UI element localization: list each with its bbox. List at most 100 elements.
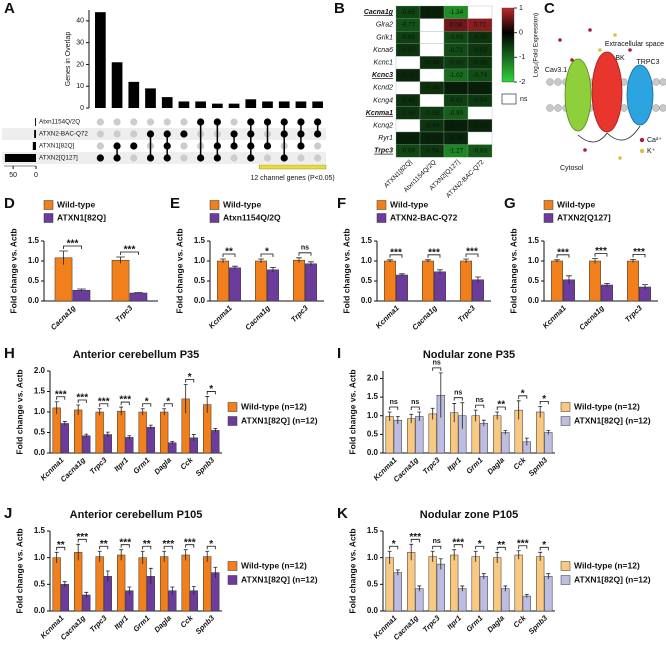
empty-dot bbox=[130, 130, 138, 138]
significance-bracket bbox=[120, 401, 130, 406]
empty-dot bbox=[297, 154, 305, 162]
y-tick-label: 0 bbox=[80, 105, 84, 112]
y-tick-label: 0.0 bbox=[367, 606, 379, 615]
error-bar bbox=[258, 258, 264, 263]
empty-cell bbox=[467, 131, 493, 145]
error-bar bbox=[417, 411, 422, 421]
member-dot bbox=[146, 130, 155, 138]
empty-cell bbox=[395, 81, 421, 95]
bar bbox=[522, 595, 531, 612]
significance-bracket bbox=[389, 406, 399, 410]
significance-label: *** bbox=[428, 247, 440, 258]
colorbar-tick-label: 0 bbox=[519, 30, 523, 37]
y-tick-label: 40 bbox=[76, 18, 84, 25]
significance-label: *** bbox=[595, 246, 607, 257]
error-bar bbox=[127, 435, 132, 440]
chart-title: Anterior cerebellum P35 bbox=[73, 349, 200, 361]
empty-dot bbox=[163, 118, 171, 126]
error-bar bbox=[630, 259, 636, 263]
cell-label: -0.68 bbox=[401, 148, 416, 155]
cell-label: -1.02 bbox=[449, 72, 464, 79]
member-dot bbox=[180, 130, 188, 138]
set-tick-label: 50 bbox=[9, 172, 17, 179]
row-label: Kcnc3 bbox=[372, 72, 393, 79]
cell-label: -0.83 bbox=[473, 148, 488, 155]
empty-cell bbox=[419, 94, 445, 107]
label-extracellular: Extracellular space bbox=[605, 41, 664, 48]
panel-letter: K bbox=[337, 505, 348, 522]
bar bbox=[428, 556, 437, 612]
empty-cell bbox=[395, 119, 421, 133]
error-bar bbox=[538, 406, 543, 418]
bar bbox=[255, 260, 267, 302]
intersection-bar bbox=[111, 62, 123, 108]
set-label: ATXN2-BAC-Q72 bbox=[39, 131, 88, 138]
error-bar bbox=[191, 586, 196, 595]
legend-swatch bbox=[227, 575, 238, 585]
error-bar bbox=[642, 284, 648, 290]
y-tick-label: 1.0 bbox=[194, 256, 206, 265]
legend-swatch bbox=[43, 213, 54, 223]
member-dot bbox=[247, 154, 255, 162]
member-dot bbox=[314, 130, 322, 138]
set-label: Atxn1154Q/2Q bbox=[39, 119, 80, 126]
ns-swatch bbox=[501, 93, 517, 105]
significance-label: *** bbox=[119, 395, 131, 406]
y-tick-label: 1.5 bbox=[367, 526, 379, 535]
y-tick-label: 0.0 bbox=[367, 448, 379, 457]
error-bar bbox=[54, 401, 59, 415]
significance-bracket bbox=[496, 546, 506, 551]
error-bar bbox=[495, 411, 500, 420]
bar bbox=[385, 557, 394, 612]
significance-bracket bbox=[77, 399, 87, 404]
cell-label: 0.72 bbox=[474, 22, 487, 29]
error-bar bbox=[97, 550, 102, 562]
y-tick-label: 0.0 bbox=[528, 296, 540, 305]
significance-bracket bbox=[432, 367, 442, 371]
colorbar-tick-label: -1 bbox=[519, 54, 525, 61]
significance-bracket bbox=[142, 403, 152, 407]
y-tick-label: 30 bbox=[76, 40, 84, 47]
significance-bracket bbox=[56, 396, 66, 400]
ns-label: ns bbox=[520, 96, 528, 103]
significance-bracket bbox=[475, 545, 485, 550]
cell-label: -0.60 bbox=[449, 59, 464, 66]
colorbar bbox=[501, 7, 515, 83]
bar bbox=[217, 260, 229, 302]
significance-label: ns bbox=[301, 245, 309, 252]
significance-label: ns bbox=[411, 399, 419, 406]
significance-bracket bbox=[518, 395, 528, 399]
bar bbox=[168, 442, 177, 454]
cell-label: -0.65 bbox=[401, 9, 416, 16]
empty-dot bbox=[96, 118, 104, 126]
x-tick-label: Cacna1g bbox=[577, 303, 606, 332]
row-label: Grik1 bbox=[376, 34, 393, 41]
legend-swatch bbox=[560, 561, 571, 571]
bar bbox=[536, 411, 545, 454]
legend-label: Atxn1154Q/2Q bbox=[223, 212, 281, 222]
error-bar bbox=[97, 408, 102, 416]
legend-label: Wild-type (n=12) bbox=[241, 401, 307, 411]
cell-label: -0.71 bbox=[449, 47, 464, 54]
bar bbox=[544, 432, 553, 454]
empty-dot bbox=[113, 130, 121, 138]
member-dot bbox=[230, 142, 238, 150]
panel-letter: E bbox=[170, 195, 180, 212]
bar bbox=[471, 556, 480, 612]
significance-bracket bbox=[185, 544, 195, 548]
x-tick-label: Spnb3 bbox=[193, 455, 216, 478]
y-tick-label: 0.5 bbox=[361, 276, 373, 285]
member-dot bbox=[247, 142, 255, 150]
cell-label: -0.44 bbox=[425, 59, 440, 66]
bar bbox=[422, 260, 434, 302]
ions bbox=[558, 28, 645, 160]
row-label: Kcna6 bbox=[373, 47, 393, 54]
bar bbox=[160, 411, 169, 454]
y-tick-label: 0.5 bbox=[528, 276, 540, 285]
error-bar bbox=[140, 550, 145, 565]
x-tick-label: Dagla bbox=[485, 613, 506, 634]
cell-label: -0.77 bbox=[401, 22, 416, 29]
x-tick-label: Trpc3 bbox=[88, 613, 109, 634]
cell-label: -0.45 bbox=[401, 97, 416, 104]
legend-label: ATXN2[Q127] bbox=[557, 212, 611, 222]
